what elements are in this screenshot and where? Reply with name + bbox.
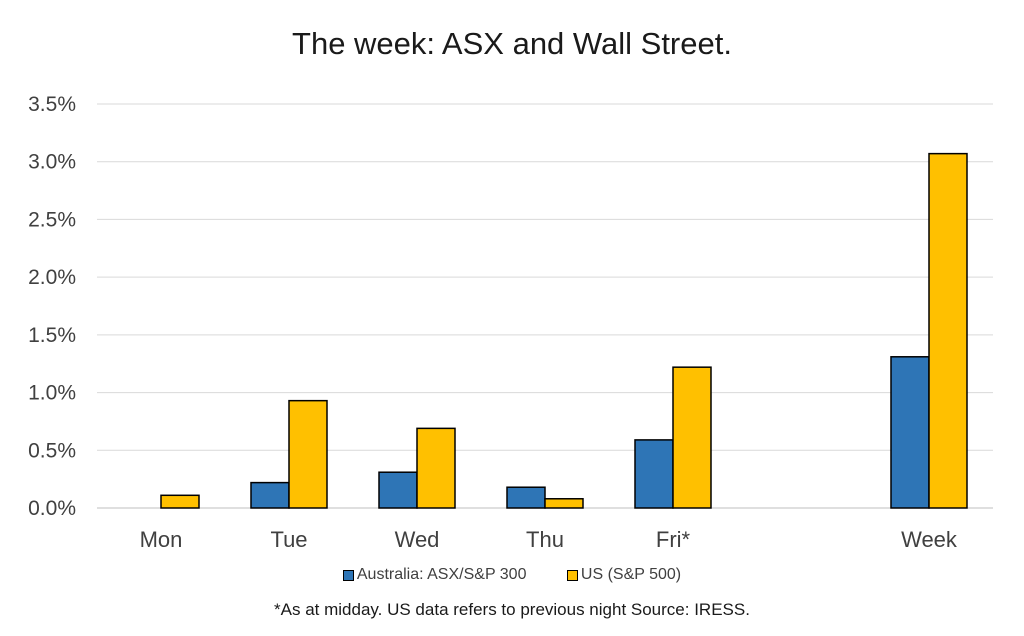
- y-tick-label: 1.5%: [28, 324, 76, 347]
- footnote: *As at midday. US data refers to previou…: [274, 600, 750, 619]
- bar-us: [416, 427, 456, 509]
- legend-label-us: US (S&P 500): [580, 566, 682, 583]
- bar-australia: [890, 356, 930, 509]
- y-tick-label: 0.0%: [28, 497, 76, 520]
- legend-label-australia: Australia: ASX/S&P 300: [356, 566, 527, 583]
- x-tick-label: Wed: [395, 527, 440, 552]
- bar-australia: [506, 486, 546, 509]
- gridlines: [97, 103, 993, 509]
- x-tick-label: Thu: [526, 527, 564, 552]
- legend-item-us: US (S&P 500): [566, 566, 682, 584]
- y-tick-label: 2.5%: [28, 208, 76, 231]
- y-axis-ticks: 0.0% 0.5% 1.0% 1.5% 2.0% 2.5% 3.0% 3.5%: [28, 93, 76, 520]
- chart-title: The week: ASX and Wall Street.: [292, 26, 732, 61]
- bar-australia: [378, 471, 418, 509]
- bar-us: [160, 494, 200, 509]
- x-axis-ticks: Mon Tue Wed Thu Fri* Week: [140, 527, 958, 552]
- y-tick-label: 0.5%: [28, 439, 76, 462]
- bar-australia: [634, 439, 674, 509]
- x-tick-label: Mon: [140, 527, 183, 552]
- legend: Australia: ASX/S&P 300 US (S&P 500): [0, 566, 1024, 586]
- legend-item-australia: Australia: ASX/S&P 300: [342, 566, 527, 584]
- legend-swatch-us: [566, 569, 578, 581]
- x-tick-label: Fri*: [656, 527, 691, 552]
- bar-us: [928, 152, 968, 509]
- bar-us: [544, 498, 584, 509]
- bar-us: [672, 366, 712, 509]
- y-tick-label: 3.0%: [28, 151, 76, 174]
- y-tick-label: 3.5%: [28, 93, 76, 116]
- bars: [160, 152, 968, 509]
- x-tick-label: Week: [901, 527, 958, 552]
- bar-australia: [250, 481, 290, 509]
- y-tick-label: 2.0%: [28, 266, 76, 289]
- bar-us: [288, 399, 328, 509]
- x-tick-label: Tue: [270, 527, 307, 552]
- y-tick-label: 1.0%: [28, 382, 76, 405]
- legend-swatch-australia: [342, 569, 354, 581]
